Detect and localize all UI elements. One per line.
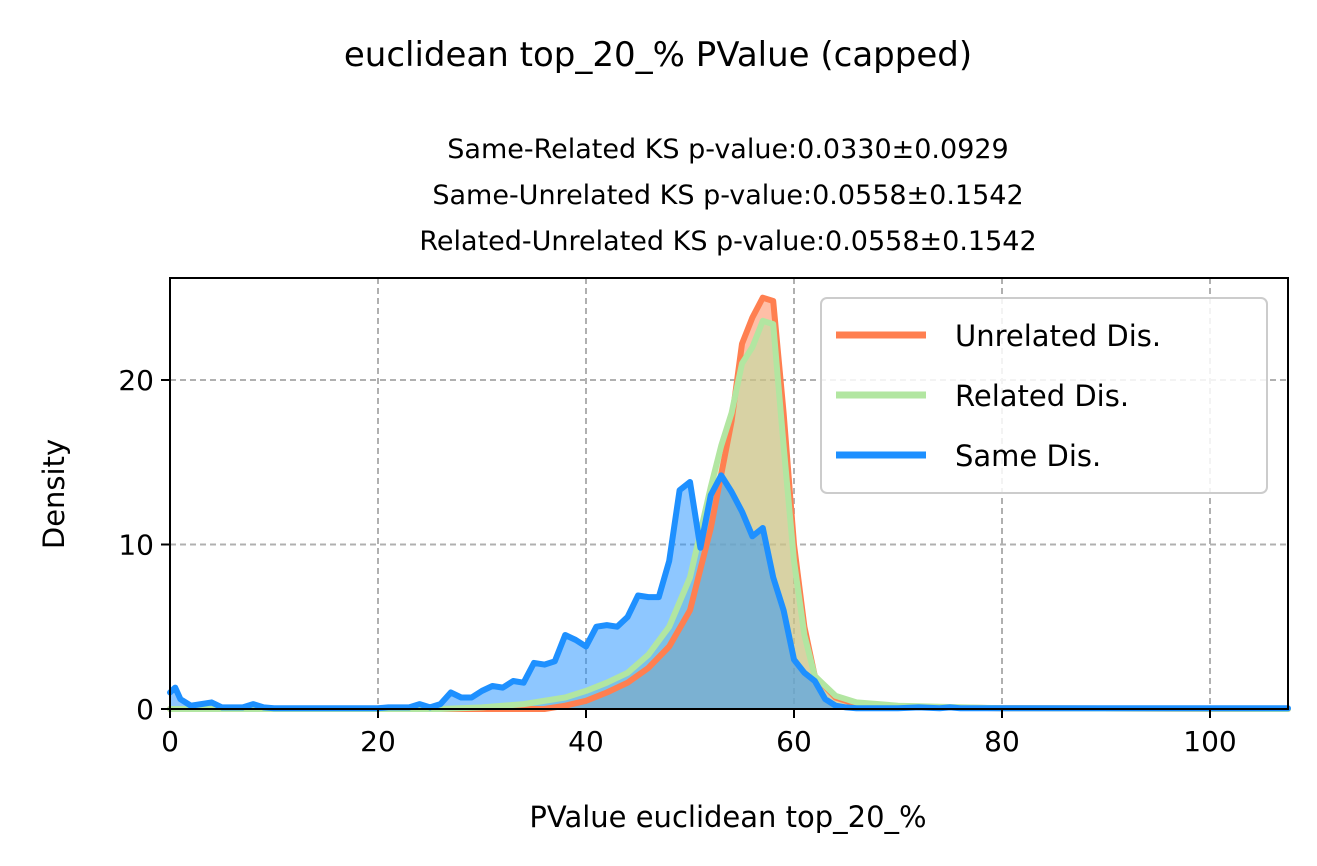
x-tick-label: 80 (984, 725, 1020, 758)
y-tick-label: 20 (118, 364, 154, 397)
x-tick-label: 100 (1183, 725, 1236, 758)
series-areas (170, 297, 1288, 709)
title-line-2: Same-Unrelated KS p-value:0.0558±0.1542 (432, 180, 1023, 211)
legend-box (820, 297, 1268, 494)
y-axis-label: Density (37, 439, 71, 549)
legend-label-related-dis: Related Dis. (955, 379, 1129, 413)
x-axis-label: PValue euclidean top_20_% (529, 800, 926, 834)
x-tick-label: 20 (360, 725, 396, 758)
area-same-dis (170, 475, 1288, 709)
plot-frame (169, 277, 1289, 710)
x-tick-label: 40 (568, 725, 604, 758)
legend: Unrelated Dis. Related Dis. Same Dis. (820, 297, 1268, 494)
title-line-3: Related-Unrelated KS p-value:0.0558±0.15… (419, 226, 1036, 257)
x-tick-label: 0 (161, 725, 179, 758)
x-tick-label: 60 (776, 725, 812, 758)
figure-suptitle: euclidean top_20_% PValue (capped) (344, 35, 972, 75)
line-related-dis (167, 317, 1291, 712)
axis-ticks: 0 20 40 60 80 100 0 10 20 (118, 364, 1236, 758)
y-tick-label: 0 (136, 693, 154, 726)
legend-label-unrelated-dis: Unrelated Dis. (955, 319, 1161, 353)
title-line-1: Same-Related KS p-value:0.0330±0.0929 (447, 134, 1008, 165)
y-tick-label: 10 (118, 528, 154, 561)
legend-label-same-dis: Same Dis. (955, 439, 1101, 473)
